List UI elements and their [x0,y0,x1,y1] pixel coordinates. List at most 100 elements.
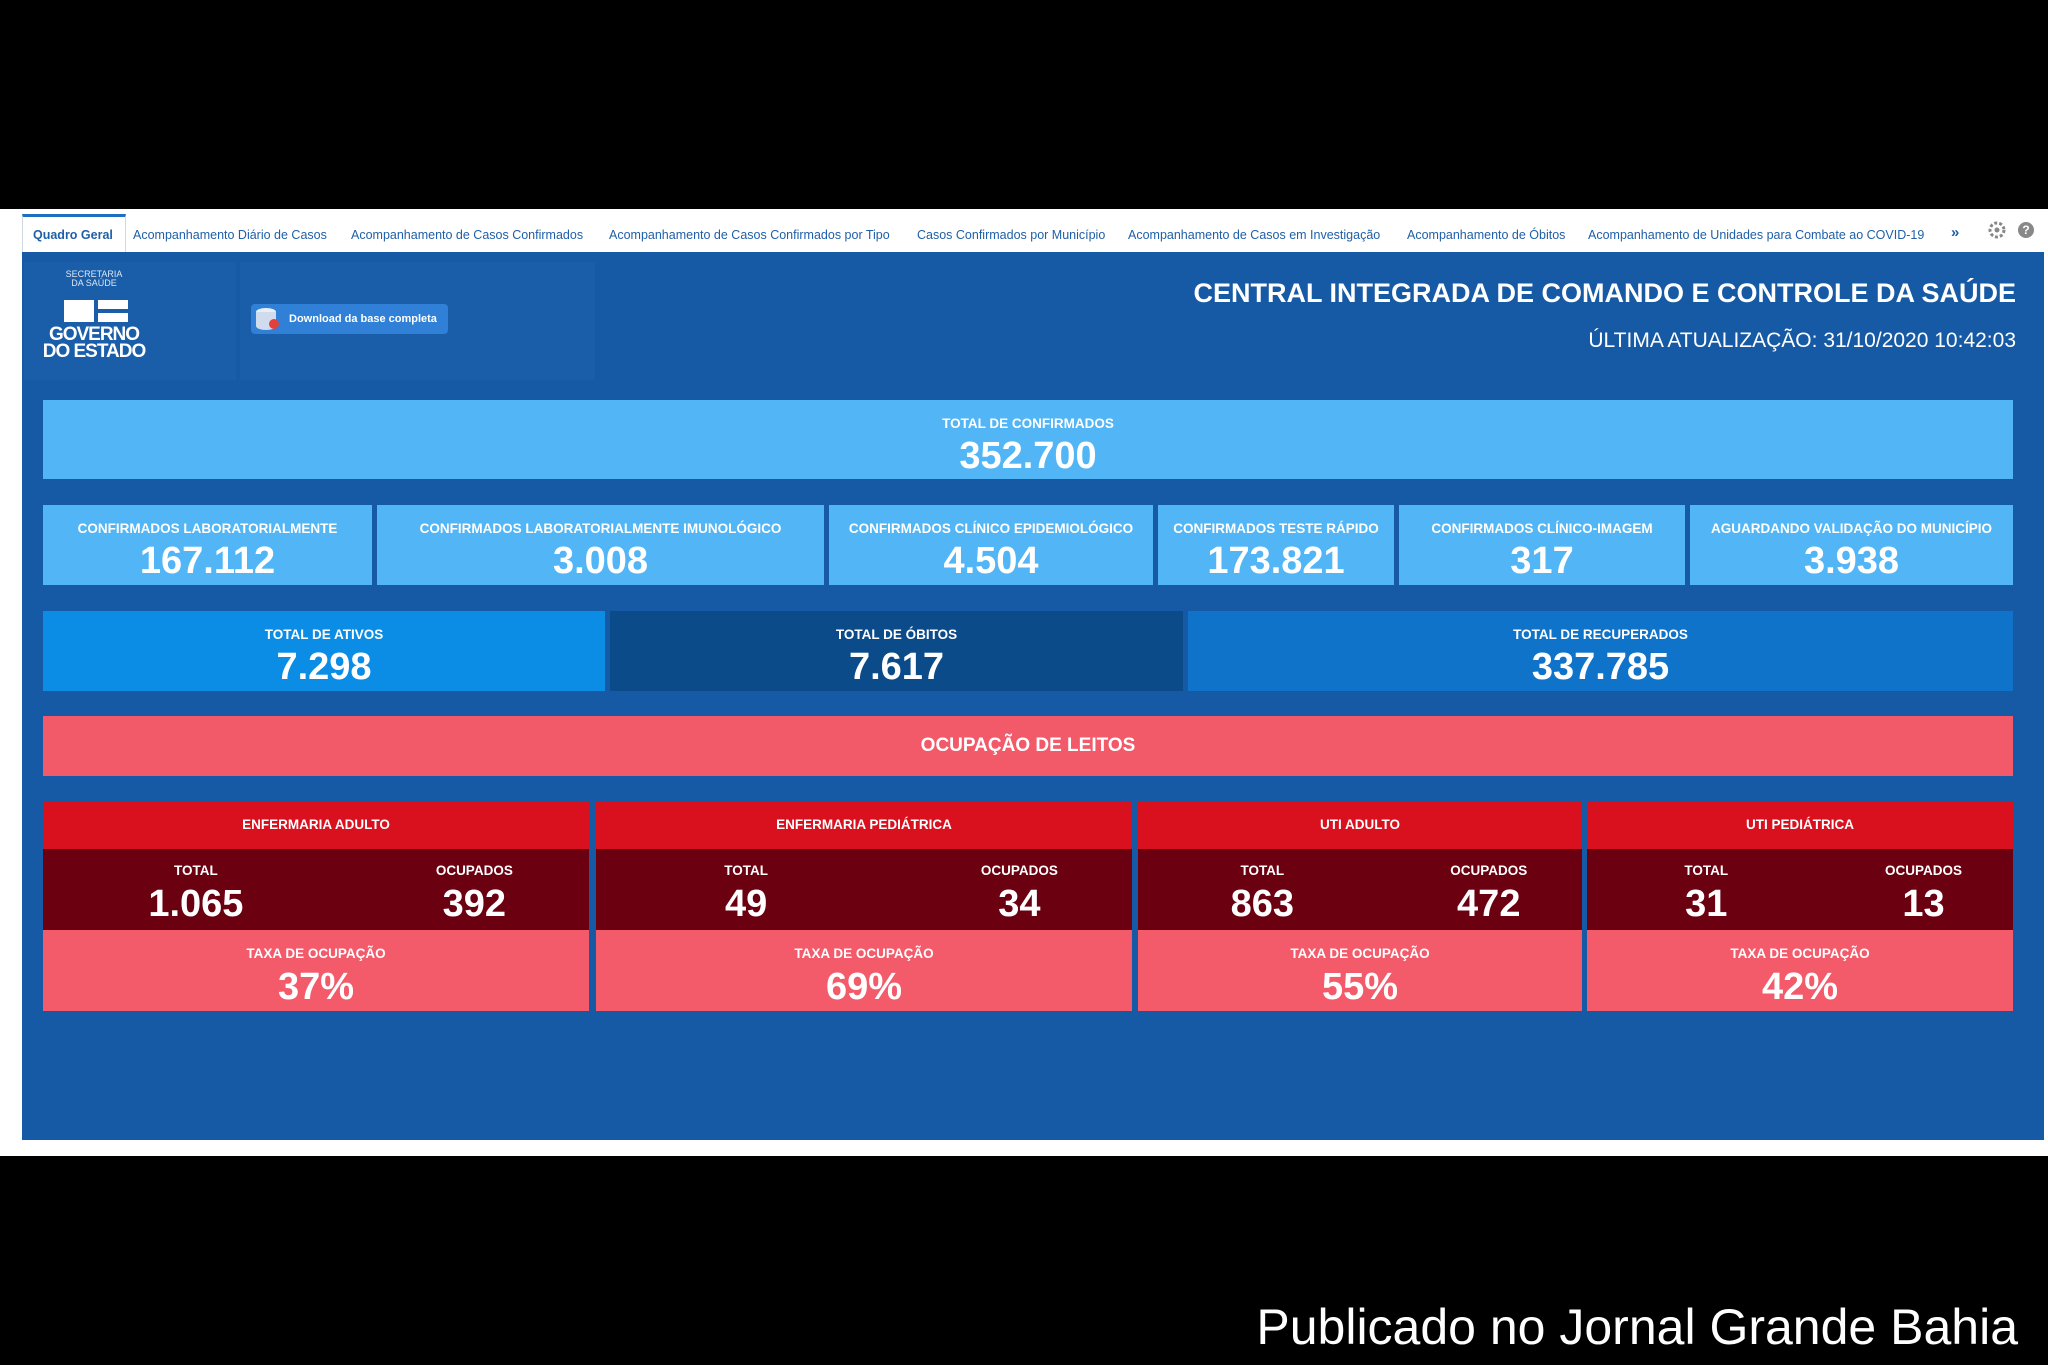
tab[interactable]: Acompanhamento de Casos em Investigação [1128,228,1381,242]
bed-rate: TAXA DE OCUPAÇÃO 42% [1587,930,2013,1011]
tabs-more[interactable]: » [1951,224,1960,241]
card-label: TOTAL DE ATIVOS [264,627,384,642]
card-label: CONFIRMADOS CLÍNICO-IMAGEM [1431,521,1653,536]
card-value: 3.008 [552,540,649,582]
bed-count-value: 392 [442,883,507,925]
card-value: 337.785 [1531,646,1670,688]
tab[interactable]: Quadro Geral [33,228,113,242]
card-value: 173.821 [1207,540,1345,582]
bed-count-value: 13 [1902,883,1945,925]
logo-top: SECRETARIA DA SAÚDE [24,270,164,288]
bed-rate-value: 42% [1761,966,1839,1008]
total-confirmed-card: TOTAL DE CONFIRMADOS 352.700 [43,400,2013,479]
bed-count-label: TOTAL [174,863,218,878]
caption: Publicado no Jornal Grande Bahia [1256,1299,2018,1355]
card-label: CONFIRMADOS LABORATORIALMENTE [77,521,338,536]
bed-counts: TOTAL 49 OCUPADOS 34 [596,849,1132,930]
svg-text:?: ? [2022,223,2029,237]
card-label: TOTAL DE CONFIRMADOS [942,416,1114,431]
bed-count-label: OCUPADOS [1885,863,1963,878]
card-label: TOTAL DE ÓBITOS [835,627,958,642]
button-label: Download da base completa [289,313,437,325]
card-value: 4.504 [943,540,1039,582]
bed-name: ENFERMARIA ADULTO [242,817,390,832]
logo-mark [98,313,128,322]
confirmed-card: CONFIRMADOS CLÍNICO EPIDEMIOLÓGICO 4.504 [829,505,1153,585]
bed-rate-label: TAXA DE OCUPAÇÃO [794,946,934,961]
status-card: TOTAL DE RECUPERADOS 337.785 [1188,611,2013,691]
bed-header: UTI ADULTO [1138,802,1582,849]
active-tab-bg [22,214,126,252]
tab[interactable]: Acompanhamento de Unidades para Combate … [1588,228,1925,242]
confirmed-card: CONFIRMADOS CLÍNICO-IMAGEM 317 [1399,505,1685,585]
logo-bottom: GOVERNO DO ESTADO [24,325,164,362]
bed-header: ENFERMARIA ADULTO [43,802,589,849]
logo-mark [64,300,94,322]
card-value: 3.938 [1803,540,1900,582]
logo-line: DA SAÚDE [71,278,117,288]
bed-count-value: 472 [1457,883,1521,925]
beds-title: OCUPAÇÃO DE LEITOS [920,735,1136,756]
bed-count-value: 1.065 [148,883,244,925]
bed-rate-value: 69% [825,966,903,1008]
bed-count-col: TOTAL 31 [1626,849,1786,930]
card-label: AGUARDANDO VALIDAÇÃO DO MUNICÍPIO [1711,521,1992,536]
bed-count-col: OCUPADOS 472 [1409,849,1569,930]
tab[interactable]: Acompanhamento de Casos Confirmados [351,228,584,242]
confirmed-card: AGUARDANDO VALIDAÇÃO DO MUNICÍPIO 3.938 [1690,505,2013,585]
status-card: TOTAL DE ÓBITOS 7.617 [610,611,1183,691]
bed-count-col: TOTAL 49 [666,849,826,930]
bed-rate-label: TAXA DE OCUPAÇÃO [1290,946,1430,961]
logo-area: SECRETARIA DA SAÚDE GOVERNO DO ESTADO [24,262,236,380]
bed-rate-label: TAXA DE OCUPAÇÃO [246,946,386,961]
card-value: 7.617 [848,646,945,688]
bed-count-col: TOTAL 863 [1182,849,1342,930]
database-icon [256,308,279,330]
bed-count-col: OCUPADOS 13 [1844,849,2004,930]
status-card: TOTAL DE ATIVOS 7.298 [43,611,605,691]
bed-count-value: 31 [1685,883,1728,925]
bed-rate: TAXA DE OCUPAÇÃO 55% [1138,930,1582,1011]
card-value: 167.112 [139,540,276,582]
bed-count-col: OCUPADOS 34 [939,849,1099,930]
card-label: CONFIRMADOS LABORATORIALMENTE IMUNOLÓGIC… [419,521,782,536]
logo-line: DO ESTADO [42,341,147,362]
bed-name: UTI PEDIÁTRICA [1746,817,1854,832]
bed-count-label: OCUPADOS [435,863,513,878]
download-button[interactable]: Download da base completa [251,304,448,334]
logo-line: SECRETARIA [65,269,123,279]
bed-rate-label: TAXA DE OCUPAÇÃO [1730,946,1870,961]
bed-rate: TAXA DE OCUPAÇÃO 37% [43,930,589,1011]
last-update: ÚLTIMA ATUALIZAÇÃO: 31/10/2020 10:42:03 [1588,329,2016,352]
bed-count-label: OCUPADOS [980,863,1058,878]
bed-count-label: OCUPADOS [1450,863,1528,878]
bed-count-value: 49 [724,883,768,925]
bed-count-value: 863 [1230,883,1295,925]
beds-title-band: OCUPAÇÃO DE LEITOS [43,716,2013,776]
bed-header: ENFERMARIA PEDIÁTRICA [596,802,1132,849]
tab[interactable]: Casos Confirmados por Município [917,228,1106,242]
logo-mark [98,300,128,309]
bed-rate-value: 37% [277,966,355,1008]
bed-header: UTI PEDIÁTRICA [1587,802,2013,849]
card-label: CONFIRMADOS TESTE RÁPIDO [1173,521,1379,536]
confirmed-card: CONFIRMADOS LABORATORIALMENTE IMUNOLÓGIC… [377,505,824,585]
bed-rate-value: 55% [1321,966,1399,1008]
bed-rate: TAXA DE OCUPAÇÃO 69% [596,930,1132,1011]
tab[interactable]: Acompanhamento Diário de Casos [133,228,327,242]
bed-count-label: TOTAL [1684,863,1729,878]
tab[interactable]: Acompanhamento de Casos Confirmados por … [609,228,890,242]
bed-count-label: TOTAL [724,863,768,878]
bed-name: ENFERMARIA PEDIÁTRICA [776,817,952,832]
bed-name: UTI ADULTO [1320,817,1400,832]
bed-count-value: 34 [998,883,1041,925]
bed-count-col: TOTAL 1.065 [116,849,276,930]
bed-counts: TOTAL 1.065 OCUPADOS 392 [43,849,589,930]
toolbar-icons[interactable]: ? [1986,220,2036,242]
confirmed-card: CONFIRMADOS TESTE RÁPIDO 173.821 [1158,505,1394,585]
card-label: CONFIRMADOS CLÍNICO EPIDEMIOLÓGICO [848,521,1134,536]
tab[interactable]: Acompanhamento de Óbitos [1407,228,1566,242]
card-value: 352.700 [959,435,1097,477]
bed-counts: TOTAL 31 OCUPADOS 13 [1587,849,2013,930]
